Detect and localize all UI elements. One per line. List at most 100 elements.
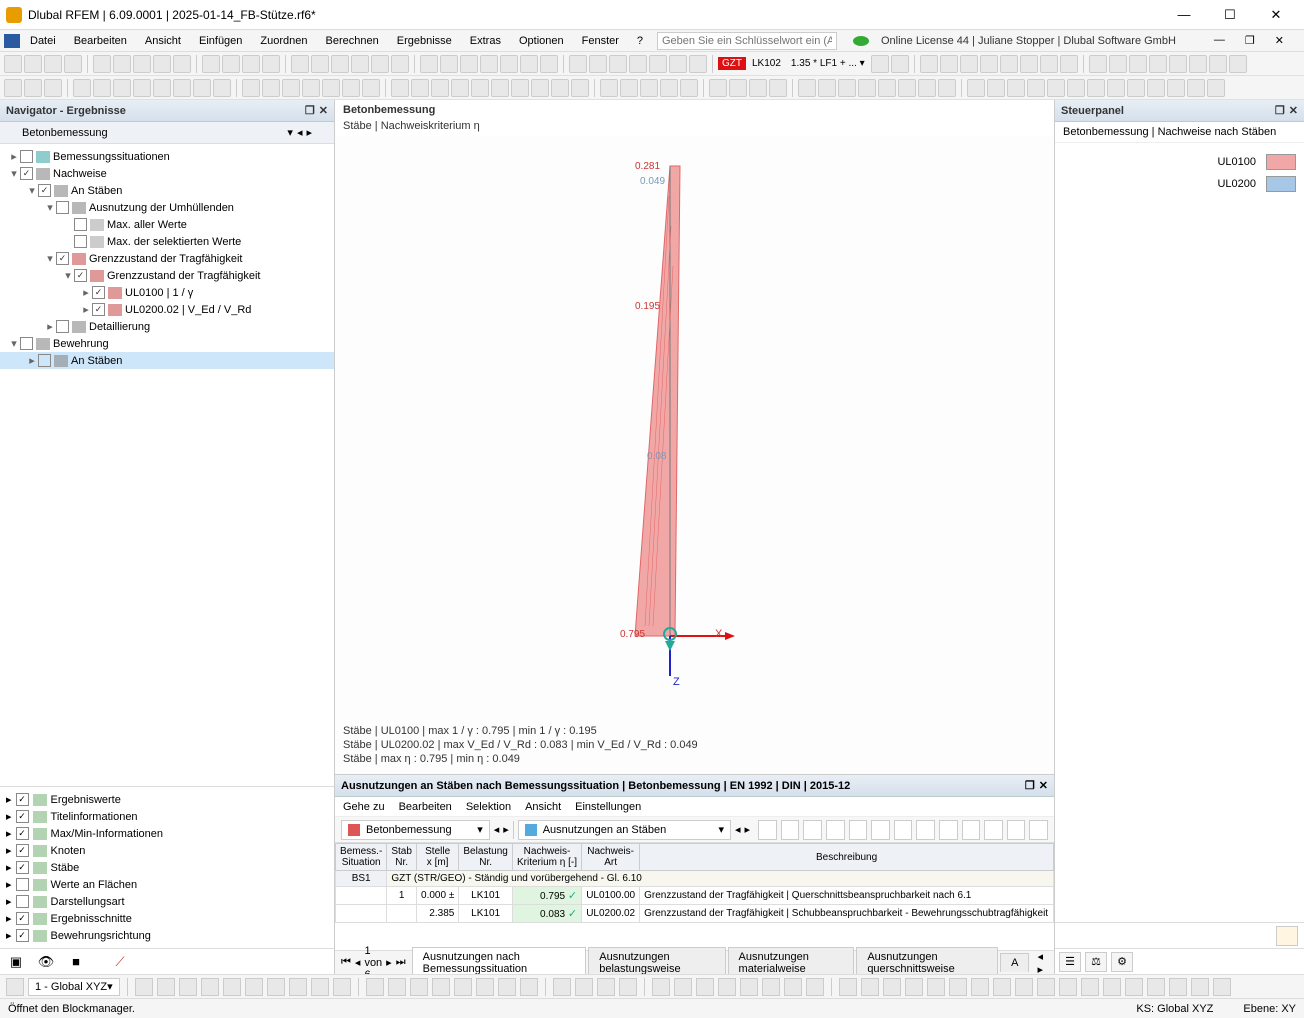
bb-btn[interactable] — [1059, 978, 1077, 996]
tb-btn[interactable] — [202, 55, 220, 73]
tb-btn[interactable] — [1129, 55, 1147, 73]
table-row[interactable]: 10.000 ±LK1010.795 ✓UL0100.00Grenzzustan… — [336, 887, 1054, 905]
tbl-menu[interactable]: Gehe zu — [343, 801, 385, 813]
tb-btn[interactable] — [1007, 79, 1025, 97]
tb-btn[interactable] — [1169, 55, 1187, 73]
tbl-btn[interactable] — [894, 820, 913, 840]
tb-btn[interactable] — [531, 79, 549, 97]
bb-btn[interactable] — [553, 978, 571, 996]
tree-node[interactable]: ▸ Detaillierung — [0, 318, 334, 335]
bb-btn[interactable] — [762, 978, 780, 996]
tb-btn[interactable] — [1089, 55, 1107, 73]
tb-btn[interactable] — [511, 79, 529, 97]
nav-tab-cam-icon[interactable]: ■ — [66, 954, 86, 970]
tb-btn[interactable] — [282, 79, 300, 97]
tag-lk[interactable]: LK102 — [748, 57, 785, 70]
nav-tab-icon[interactable]: ▣ — [6, 954, 26, 970]
tb-btn[interactable] — [891, 55, 909, 73]
tb-btn[interactable] — [451, 79, 469, 97]
steuer-tab-scale-icon[interactable]: ⚖ — [1085, 952, 1107, 972]
tb-btn[interactable] — [1187, 79, 1205, 97]
tbl-nav-next[interactable]: ▸ — [745, 823, 751, 836]
bb-btn[interactable] — [388, 978, 406, 996]
tbl-btn[interactable] — [916, 820, 935, 840]
tb-btn[interactable] — [1209, 55, 1227, 73]
bb-btn[interactable] — [861, 978, 879, 996]
bb-btn[interactable] — [696, 978, 714, 996]
tb-btn[interactable] — [440, 55, 458, 73]
bb-btn[interactable] — [498, 978, 516, 996]
tree-node[interactable]: Max. der selektierten Werte — [0, 233, 334, 250]
tb-btn[interactable] — [987, 79, 1005, 97]
bb-btn[interactable] — [597, 978, 615, 996]
nav-option[interactable]: ▸✓Titelinformationen — [6, 808, 328, 825]
tb-btn[interactable] — [1127, 79, 1145, 97]
tb-btn[interactable] — [1229, 55, 1247, 73]
tree-node[interactable]: Max. aller Werte — [0, 216, 334, 233]
tb-btn[interactable] — [420, 55, 438, 73]
bb-btn[interactable] — [1147, 978, 1165, 996]
tb-btn[interactable] — [689, 55, 707, 73]
tb-btn[interactable] — [153, 79, 171, 97]
first-icon[interactable]: ⏮ — [341, 956, 351, 969]
steuer-tab-opt-icon[interactable]: ⚙ — [1111, 952, 1133, 972]
tb-btn[interactable] — [640, 79, 658, 97]
prev-icon[interactable]: ◂ — [355, 956, 361, 969]
bb-btn[interactable] — [432, 978, 450, 996]
tb-btn[interactable] — [460, 55, 478, 73]
tb-btn[interactable] — [729, 79, 747, 97]
bb-btn[interactable] — [839, 978, 857, 996]
tb-btn[interactable] — [213, 79, 231, 97]
tb-btn[interactable] — [391, 55, 409, 73]
tb-btn[interactable] — [291, 55, 309, 73]
menu-optionen[interactable]: Optionen — [511, 33, 572, 49]
menu-ergebnisse[interactable]: Ergebnisse — [389, 33, 460, 49]
tb-btn[interactable] — [1040, 55, 1058, 73]
last-icon[interactable]: ⏭ — [396, 956, 406, 969]
tree-node[interactable]: ▾ Ausnutzung der Umhüllenden — [0, 199, 334, 216]
tbl-btn[interactable] — [1029, 820, 1048, 840]
tb-btn[interactable] — [4, 79, 22, 97]
tb-btn[interactable] — [798, 79, 816, 97]
tb-btn[interactable] — [4, 55, 22, 73]
tb-btn[interactable] — [342, 79, 360, 97]
bb-btn[interactable] — [718, 978, 736, 996]
mdi-close-icon[interactable]: ✕ — [1267, 32, 1292, 49]
tbl-btn[interactable] — [826, 820, 845, 840]
tb-btn[interactable] — [113, 55, 131, 73]
tb-btn[interactable] — [242, 55, 260, 73]
tree-node[interactable]: ▸ An Stäben — [0, 352, 334, 369]
bb-btn[interactable] — [333, 978, 351, 996]
tbl-btn[interactable] — [962, 820, 981, 840]
table-row[interactable]: 2.385 LK1010.083 ✓UL0200.02Grenzzustand … — [336, 905, 1054, 923]
nav-option[interactable]: ▸ Werte an Flächen — [6, 876, 328, 893]
close-icon[interactable]: ✕ — [1289, 104, 1298, 117]
tb-btn[interactable] — [322, 79, 340, 97]
bb-btn[interactable] — [1015, 978, 1033, 996]
bb-btn[interactable] — [201, 978, 219, 996]
tb-btn[interactable] — [193, 79, 211, 97]
tb-btn[interactable] — [222, 55, 240, 73]
bb-btn[interactable] — [454, 978, 472, 996]
tb-btn[interactable] — [262, 55, 280, 73]
tb-btn[interactable] — [629, 55, 647, 73]
bb-btn[interactable] — [1081, 978, 1099, 996]
tb-btn[interactable] — [680, 79, 698, 97]
tb-btn[interactable] — [302, 79, 320, 97]
bb-btn[interactable] — [905, 978, 923, 996]
bb-btn[interactable] — [652, 978, 670, 996]
tb-btn[interactable] — [871, 55, 889, 73]
tree-node[interactable]: ▸✓UL0200.02 | V_Ed / V_Rd — [0, 301, 334, 318]
tb-btn[interactable] — [589, 55, 607, 73]
tb-btn[interactable] — [709, 79, 727, 97]
bb-btn[interactable] — [267, 978, 285, 996]
tb-btn[interactable] — [1047, 79, 1065, 97]
tbl-btn[interactable] — [758, 820, 777, 840]
bb-btn[interactable] — [619, 978, 637, 996]
tb-btn[interactable] — [1000, 55, 1018, 73]
dock-icon[interactable]: ❐ — [1025, 779, 1035, 792]
tb-btn[interactable] — [569, 55, 587, 73]
bb-btn[interactable] — [520, 978, 538, 996]
tb-btn[interactable] — [858, 79, 876, 97]
bb-btn[interactable] — [410, 978, 428, 996]
